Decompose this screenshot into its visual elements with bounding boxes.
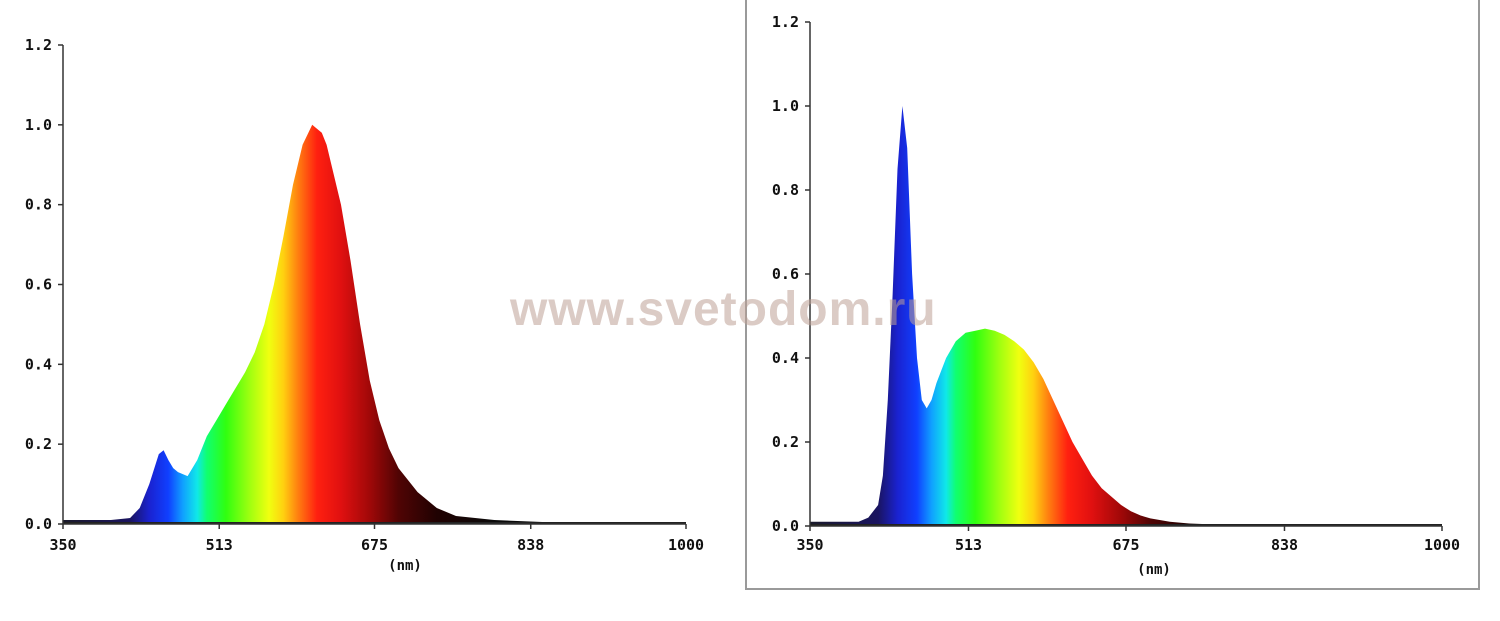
y-tick-label-left: 0.6 (25, 276, 52, 294)
y-tick-label-right: 1.2 (772, 13, 799, 31)
spectrum-area-right (810, 106, 1442, 526)
x-tick-label-right: 513 (955, 536, 982, 554)
y-tick-label-left: 0.4 (25, 355, 52, 373)
x-axis-title-right: (nm) (1137, 562, 1171, 578)
chart-panel-left: 0.0 0.2 0.4 0.6 0.8 1.0 1.2 350 513 675 838 1000 (nm… (0, 0, 720, 590)
y-tick-label-right: 0.4 (772, 349, 799, 367)
y-tick-label-right: 1.0 (772, 97, 799, 115)
x-tick-label-right: 838 (1271, 536, 1298, 554)
y-tick-label-left: 0.8 (25, 196, 52, 214)
x-tick-label-left: 513 (206, 536, 233, 554)
spectrum-chart-right: 0.0 0.2 0.4 0.6 0.8 1.0 1.2 350 513 675 838 1000 (nm… (772, 13, 1460, 578)
y-tick-label-right: 0.6 (772, 265, 799, 283)
x-tick-label-right: 1000 (1424, 536, 1460, 554)
spectrum-area-left (63, 124, 686, 525)
y-tick-label-left: 0.0 (25, 515, 52, 533)
x-tick-label-right: 675 (1112, 536, 1139, 554)
y-tick-label-left: 1.2 (25, 36, 52, 54)
y-tick-label-left: 1.0 (25, 116, 52, 134)
x-tick-label-left: 838 (517, 536, 544, 554)
spectrum-chart-left: 0.0 0.2 0.4 0.6 0.8 1.0 1.2 350 513 675 838 1000 (nm… (25, 36, 704, 574)
x-tick-label-left: 1000 (668, 536, 704, 554)
x-axis-title-left: (nm) (388, 558, 422, 574)
y-tick-label-left: 0.2 (25, 435, 52, 453)
x-tick-label-left: 350 (49, 536, 76, 554)
x-tick-label-right: 350 (796, 536, 823, 554)
y-tick-label-right: 0.2 (772, 433, 799, 451)
chart-panel-right: 0.0 0.2 0.4 0.6 0.8 1.0 1.2 350 513 675 838 1000 (nm… (745, 0, 1480, 590)
y-tick-label-right: 0.0 (772, 517, 799, 535)
y-tick-label-right: 0.8 (772, 181, 799, 199)
x-tick-label-left: 675 (361, 536, 388, 554)
watermark-text: www.svetodom.ru (510, 283, 937, 336)
